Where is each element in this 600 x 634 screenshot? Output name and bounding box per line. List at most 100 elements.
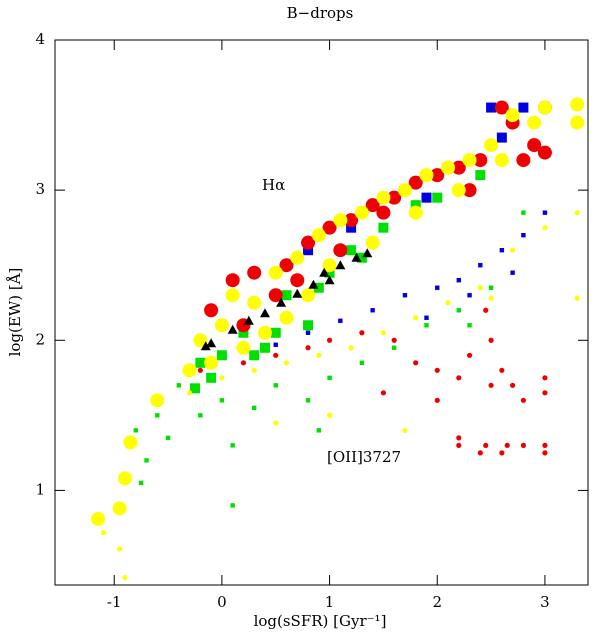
point	[542, 210, 548, 215]
point	[305, 330, 311, 335]
point	[316, 428, 322, 433]
point	[313, 282, 324, 293]
point	[430, 168, 445, 183]
point	[186, 390, 193, 396]
point	[359, 330, 365, 336]
point	[182, 363, 197, 378]
y-tick-label: 3	[35, 180, 45, 198]
point	[542, 390, 548, 396]
point	[380, 390, 387, 396]
x-axis-label: log(sSFR) [Gyr⁻¹]	[254, 612, 387, 630]
point	[283, 360, 290, 366]
point	[494, 153, 509, 168]
point	[397, 183, 412, 198]
point	[362, 248, 373, 258]
point	[478, 263, 483, 268]
point	[378, 222, 389, 233]
point	[230, 443, 235, 448]
point	[204, 355, 219, 370]
point	[520, 442, 526, 448]
point	[301, 235, 316, 250]
point	[408, 205, 423, 220]
point	[195, 357, 206, 368]
y-axis-label: log(EW) [Å]	[6, 268, 24, 357]
point	[319, 267, 330, 277]
point	[338, 318, 343, 323]
point	[419, 168, 434, 183]
point	[247, 295, 262, 310]
point	[391, 337, 397, 343]
point	[348, 345, 354, 351]
point	[359, 360, 365, 365]
point	[279, 258, 294, 273]
point	[354, 205, 369, 220]
point	[247, 265, 262, 280]
point	[292, 288, 303, 298]
y-tick-label: 4	[35, 30, 45, 48]
point	[542, 375, 548, 381]
point	[303, 320, 314, 331]
point	[252, 405, 257, 411]
point	[445, 300, 451, 306]
point	[259, 308, 270, 318]
y-tick-label: 1	[35, 480, 45, 498]
point	[486, 102, 497, 113]
point	[462, 183, 477, 198]
point	[510, 382, 516, 388]
annotation: Hα	[262, 176, 285, 194]
point	[117, 546, 123, 552]
point	[542, 225, 548, 231]
point	[494, 100, 509, 115]
point	[308, 279, 319, 289]
point	[376, 190, 391, 205]
point	[112, 501, 127, 516]
point	[527, 115, 542, 130]
point	[198, 413, 203, 418]
point	[570, 115, 585, 130]
point	[475, 170, 486, 181]
point	[434, 397, 440, 403]
point	[527, 138, 542, 153]
point	[206, 338, 217, 348]
point	[499, 450, 505, 456]
point	[279, 310, 294, 325]
point	[537, 145, 552, 160]
point	[138, 480, 144, 486]
point	[542, 450, 548, 456]
point	[424, 323, 429, 328]
x-tick-label: 2	[432, 593, 442, 611]
point	[356, 252, 367, 263]
point	[391, 345, 397, 350]
x-tick-label: 1	[325, 593, 335, 611]
point	[424, 315, 429, 320]
x-tick-label: -1	[107, 593, 122, 611]
point	[570, 97, 585, 112]
point	[273, 342, 278, 347]
point	[499, 247, 505, 253]
point	[189, 383, 200, 394]
point	[520, 397, 526, 403]
point	[435, 285, 440, 290]
point	[537, 100, 552, 115]
x-tick-label: 0	[217, 593, 227, 611]
point	[496, 132, 507, 143]
point	[290, 250, 305, 265]
point	[251, 367, 257, 373]
point	[574, 295, 580, 301]
point	[305, 398, 311, 403]
point	[335, 260, 346, 270]
point	[324, 267, 335, 278]
point	[456, 442, 462, 448]
point	[451, 183, 466, 198]
point	[273, 383, 278, 388]
point	[456, 375, 462, 381]
point	[326, 412, 333, 418]
point	[387, 190, 402, 205]
point	[365, 198, 380, 213]
point	[333, 213, 348, 228]
point	[516, 153, 531, 168]
point	[477, 450, 483, 456]
point	[243, 315, 254, 325]
point	[351, 252, 362, 262]
